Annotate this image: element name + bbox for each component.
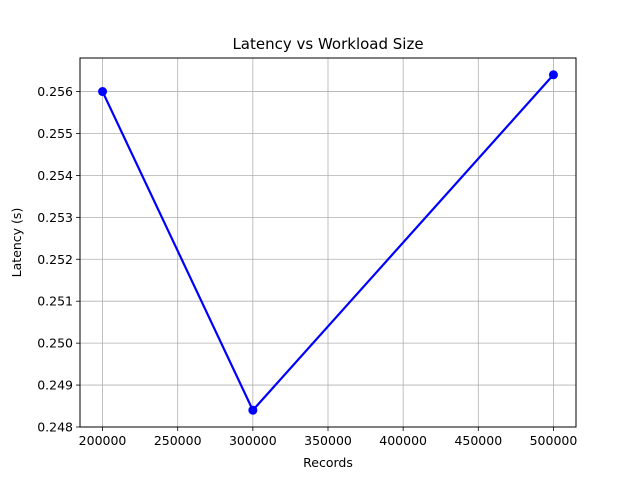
y-axis-title: Latency (s) (9, 208, 24, 278)
x-tick-label: 250000 (154, 433, 202, 448)
axis-ticks: 200000 250000 300000 350000 400000 450000 5000… (37, 84, 577, 448)
y-tick-label: 0.252 (37, 252, 73, 267)
y-tick-label: 0.249 (37, 378, 73, 393)
series-line (98, 70, 558, 415)
data-point (548, 70, 558, 80)
data-point (248, 405, 258, 415)
y-tick-label: 0.256 (37, 84, 73, 99)
y-tick-label: 0.254 (37, 168, 73, 183)
x-tick-label: 450000 (454, 433, 502, 448)
y-tick-label: 0.248 (37, 420, 73, 435)
x-tick-label: 300000 (229, 433, 277, 448)
y-tick-label: 0.255 (37, 126, 73, 141)
x-tick-label: 350000 (304, 433, 352, 448)
x-tick-label: 200000 (79, 433, 127, 448)
y-tick-label: 0.251 (37, 294, 73, 309)
data-point (98, 87, 108, 97)
y-tick-label: 0.250 (37, 336, 73, 351)
x-tick-label: 500000 (530, 433, 578, 448)
x-tick-label: 400000 (379, 433, 427, 448)
y-tick-label: 0.253 (37, 210, 73, 225)
x-axis-title: Records (303, 455, 353, 470)
chart-title: Latency vs Workload Size (232, 35, 423, 53)
